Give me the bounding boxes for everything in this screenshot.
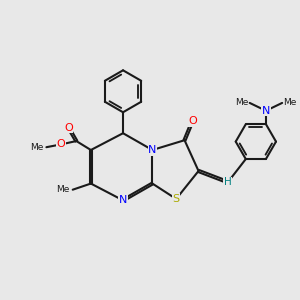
Text: O: O bbox=[188, 116, 197, 126]
Text: S: S bbox=[172, 194, 180, 204]
Text: Me: Me bbox=[56, 185, 70, 194]
Text: O: O bbox=[64, 123, 73, 133]
Text: Me: Me bbox=[30, 143, 44, 152]
Text: Me: Me bbox=[235, 98, 248, 107]
Text: N: N bbox=[148, 145, 157, 155]
Text: N: N bbox=[119, 195, 127, 205]
Text: Me: Me bbox=[284, 98, 297, 107]
Text: H: H bbox=[224, 177, 232, 187]
Text: O: O bbox=[57, 140, 65, 149]
Text: N: N bbox=[262, 106, 270, 116]
